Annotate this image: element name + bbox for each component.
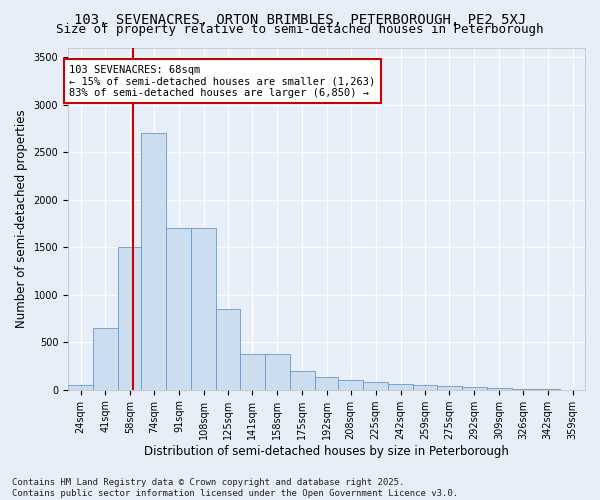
Text: 103, SEVENACRES, ORTON BRIMBLES, PETERBOROUGH, PE2 5XJ: 103, SEVENACRES, ORTON BRIMBLES, PETERBO… — [74, 12, 526, 26]
Bar — [142, 133, 166, 390]
Text: Contains HM Land Registry data © Crown copyright and database right 2025.
Contai: Contains HM Land Registry data © Crown c… — [12, 478, 458, 498]
Bar — [487, 388, 512, 390]
Bar — [413, 385, 437, 390]
Bar — [290, 370, 315, 390]
Text: 103 SEVENACRES: 68sqm
← 15% of semi-detached houses are smaller (1,263)
83% of s: 103 SEVENACRES: 68sqm ← 15% of semi-deta… — [70, 64, 376, 98]
X-axis label: Distribution of semi-detached houses by size in Peterborough: Distribution of semi-detached houses by … — [144, 444, 509, 458]
Bar — [166, 228, 191, 390]
Bar — [118, 247, 142, 390]
Bar — [388, 384, 413, 390]
Bar — [315, 378, 338, 390]
Bar — [437, 386, 461, 390]
Y-axis label: Number of semi-detached properties: Number of semi-detached properties — [15, 110, 28, 328]
Bar — [512, 389, 535, 390]
Bar — [217, 309, 240, 390]
Text: Size of property relative to semi-detached houses in Peterborough: Size of property relative to semi-detach… — [56, 22, 544, 36]
Bar — [93, 328, 118, 390]
Bar — [68, 385, 93, 390]
Bar — [191, 228, 217, 390]
Bar — [338, 380, 363, 390]
Bar — [363, 382, 388, 390]
Bar — [265, 354, 290, 390]
Bar — [240, 354, 265, 390]
Bar — [461, 387, 487, 390]
